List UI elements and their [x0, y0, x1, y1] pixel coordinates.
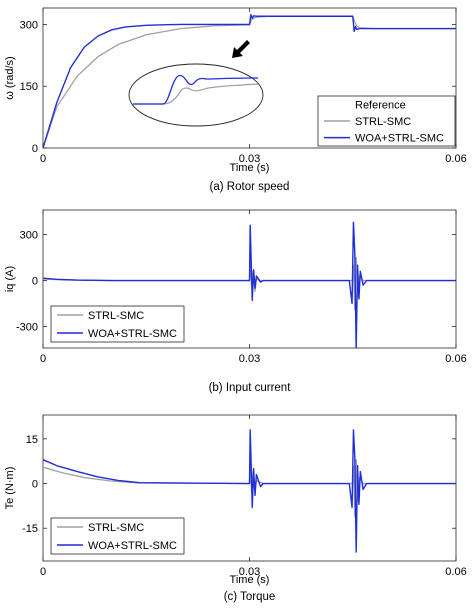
- y-tick-label: 150: [20, 81, 38, 93]
- legend: STRL-SMC WOA+STRL-SMC: [50, 517, 185, 555]
- legend-label-strl: STRL-SMC: [88, 522, 144, 534]
- series-line-woa: [43, 429, 456, 553]
- legend-box: [50, 305, 185, 343]
- panel-input-current: 0 0.03 0.06 -300 0 300 iq (A) (b) Input current…: [4, 209, 467, 394]
- legend: Reference STRL-SMC WOA+STRL-SMC: [317, 95, 456, 147]
- y-axis-label: iq (A): [4, 266, 16, 292]
- inset-woa-line: [133, 74, 259, 105]
- y-tick-label: -15: [22, 523, 38, 535]
- y-tick-label: -300: [16, 322, 38, 334]
- legend-label-strl: STRL-SMC: [88, 310, 144, 322]
- y-tick-label: 15: [26, 434, 38, 446]
- y-tick-label: 0: [32, 479, 38, 491]
- y-tick-label: 0: [32, 143, 38, 155]
- legend-label-strl: STRL-SMC: [355, 116, 411, 128]
- zoom-arrow-icon: [232, 40, 250, 58]
- x-axis-label: Time (s): [230, 162, 270, 174]
- x-tick-label: 0.03: [239, 153, 260, 165]
- x-axis-label: Time (s): [230, 574, 270, 586]
- y-tick-label: 300: [20, 230, 38, 242]
- legend-label-woa: WOA+STRL-SMC: [355, 133, 444, 145]
- x-tick-label: 0: [40, 566, 46, 578]
- y-tick-label: 0: [32, 276, 38, 288]
- legend-label-woa: WOA+STRL-SMC: [88, 328, 177, 340]
- x-tick-label: 0.06: [445, 566, 466, 578]
- series-line-woa: [43, 13, 456, 148]
- x-tick-label: 0: [40, 353, 46, 365]
- legend: STRL-SMC WOA+STRL-SMC: [50, 305, 185, 343]
- inset-strl-line: [133, 83, 259, 105]
- zoom-inset: [128, 40, 264, 127]
- x-tick-label: 0.03: [239, 353, 260, 365]
- y-axis-label: Te (N·m): [4, 467, 16, 510]
- legend-label-woa: WOA+STRL-SMC: [88, 540, 177, 552]
- panel-rotor-speed: 0 0.03 0.06 0 150 300 ω (rad/s) Time (s) (a) Rot…: [4, 7, 467, 193]
- x-tick-label: 0: [40, 153, 46, 165]
- legend-label-ref: Reference: [355, 99, 406, 111]
- panel-caption: (c) Torque: [224, 591, 276, 603]
- x-tick-label: 0.06: [445, 153, 466, 165]
- panel-torque: 0 0.03 0.06 -15 0 15 Te (N·m) Time (s) (c) Torqu…: [4, 414, 467, 603]
- x-tick-label: 0.03: [239, 566, 260, 578]
- panel-caption: (a) Rotor speed: [210, 181, 290, 193]
- y-axis-label: ω (rad/s): [4, 56, 16, 99]
- legend-box: [50, 517, 185, 555]
- x-tick-label: 0.06: [445, 353, 466, 365]
- y-tick-label: 300: [20, 19, 38, 31]
- series-line-woa: [43, 221, 456, 348]
- panel-caption: (b) Input current: [209, 382, 292, 394]
- inset-ellipse: [128, 63, 264, 127]
